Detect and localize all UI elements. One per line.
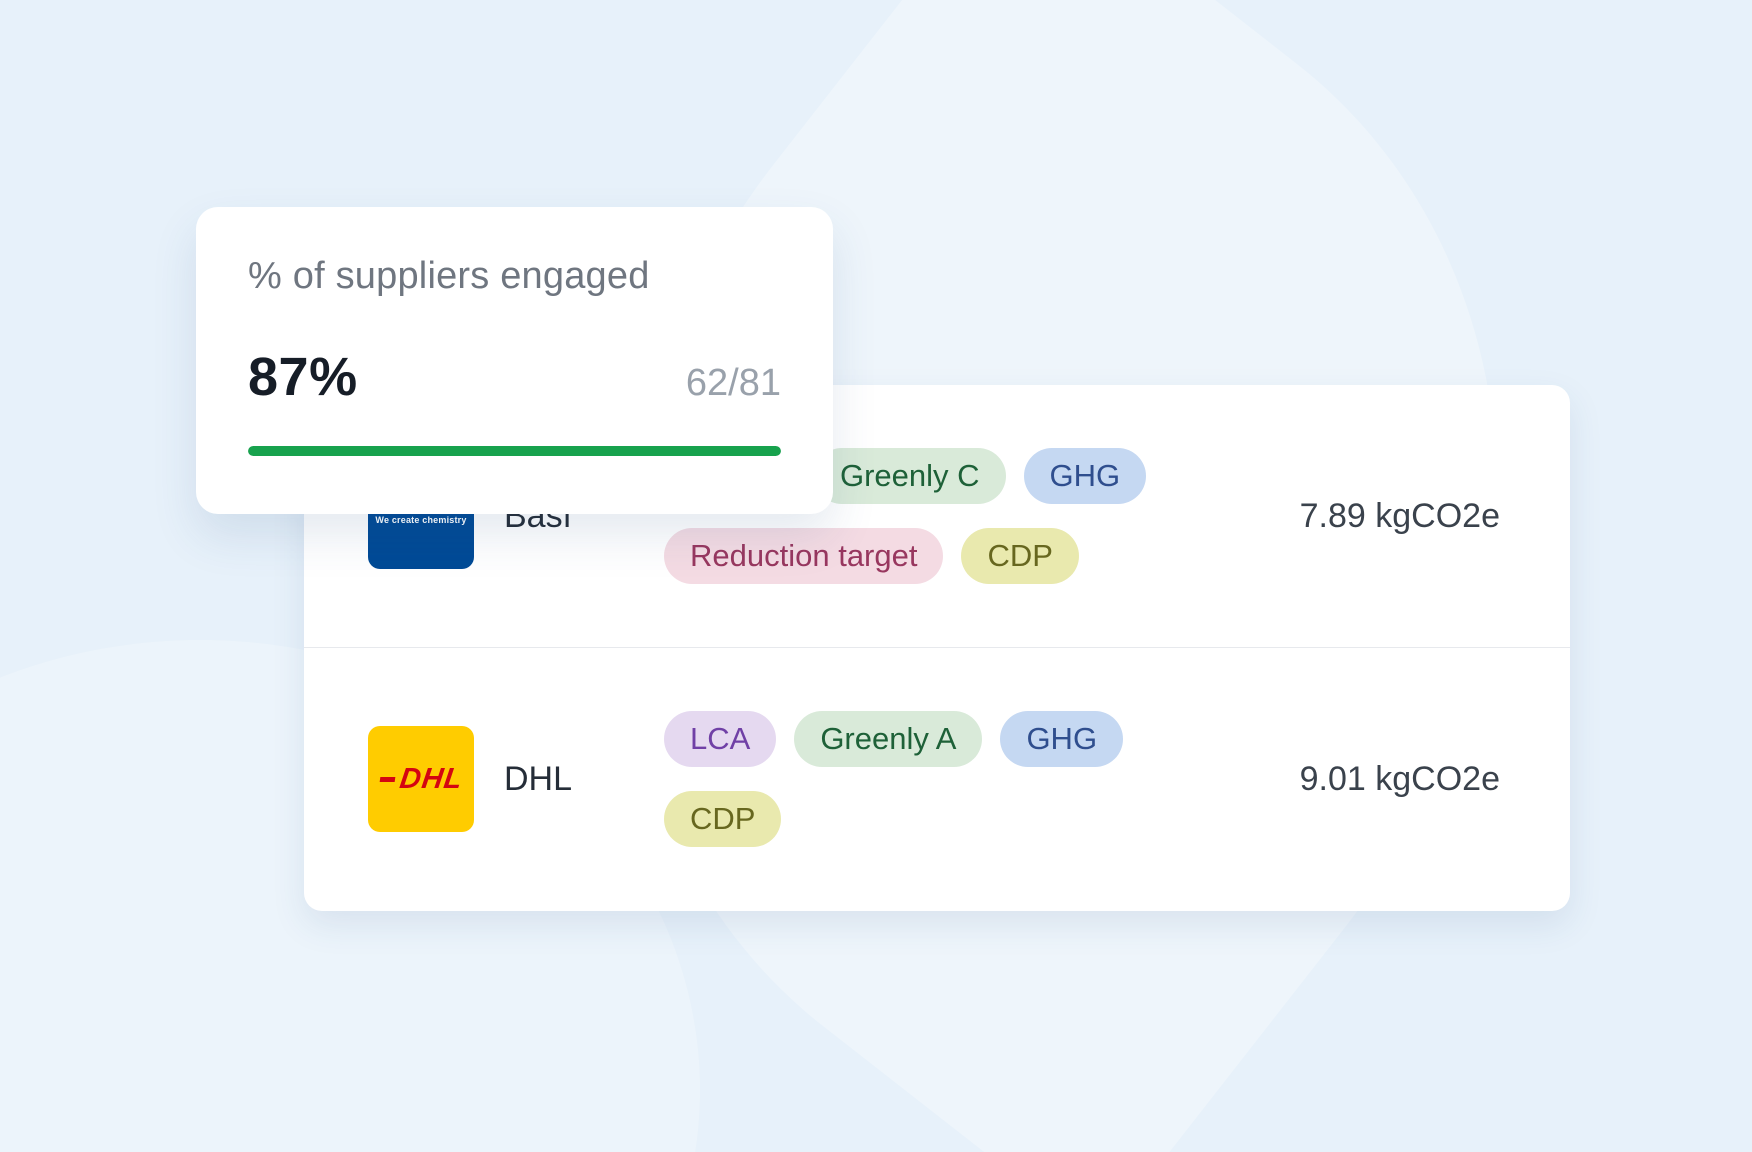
dhl-logo-dash (379, 776, 396, 782)
tag-reduction-target: Reduction target (664, 528, 944, 584)
engagement-stats-row: 87% 62/81 (248, 346, 781, 408)
suppliers-engaged-card: % of suppliers engaged 87% 62/81 (196, 207, 833, 514)
supplier-tags: Greenly C GHG Reduction target CDP (664, 448, 1179, 584)
supplier-row-basf[interactable]: We create chemistry Basf Greenly C GHG R… (304, 385, 1570, 647)
engaged-percent: 87% (248, 347, 358, 407)
dhl-logo-letters: DHL (397, 762, 465, 795)
dhl-logo-inner: DHL (368, 726, 474, 832)
tag-ghg: GHG (1000, 711, 1124, 767)
basf-logo-tagline: We create chemistry (375, 515, 467, 525)
card-title: % of suppliers engaged (248, 255, 650, 297)
tag-cdp: CDP (961, 528, 1079, 584)
tag-greenly-a: Greenly A (794, 711, 983, 767)
row-divider (304, 647, 1570, 648)
dhl-logo: DHL (368, 726, 474, 832)
supplier-name: DHL (504, 759, 573, 798)
tag-lca: LCA (664, 711, 777, 767)
supplier-row-dhl[interactable]: DHL DHL LCA Greenly A GHG CDP 9.01 kgCO2… (304, 648, 1570, 910)
dhl-logo-text: DHL (377, 762, 465, 796)
tag-greenly-c: Greenly C (814, 448, 1006, 504)
engaged-ratio: 62/81 (685, 362, 781, 404)
engagement-progress-fill (248, 446, 781, 456)
tag-cdp: CDP (664, 791, 782, 847)
emissions-value: 9.01 kgCO2e (1299, 759, 1500, 798)
tag-ghg: GHG (1023, 448, 1147, 504)
supplier-tags: LCA Greenly A GHG CDP (664, 711, 1179, 847)
emissions-value: 7.89 kgCO2e (1299, 496, 1500, 535)
engagement-progress-track (248, 446, 781, 456)
